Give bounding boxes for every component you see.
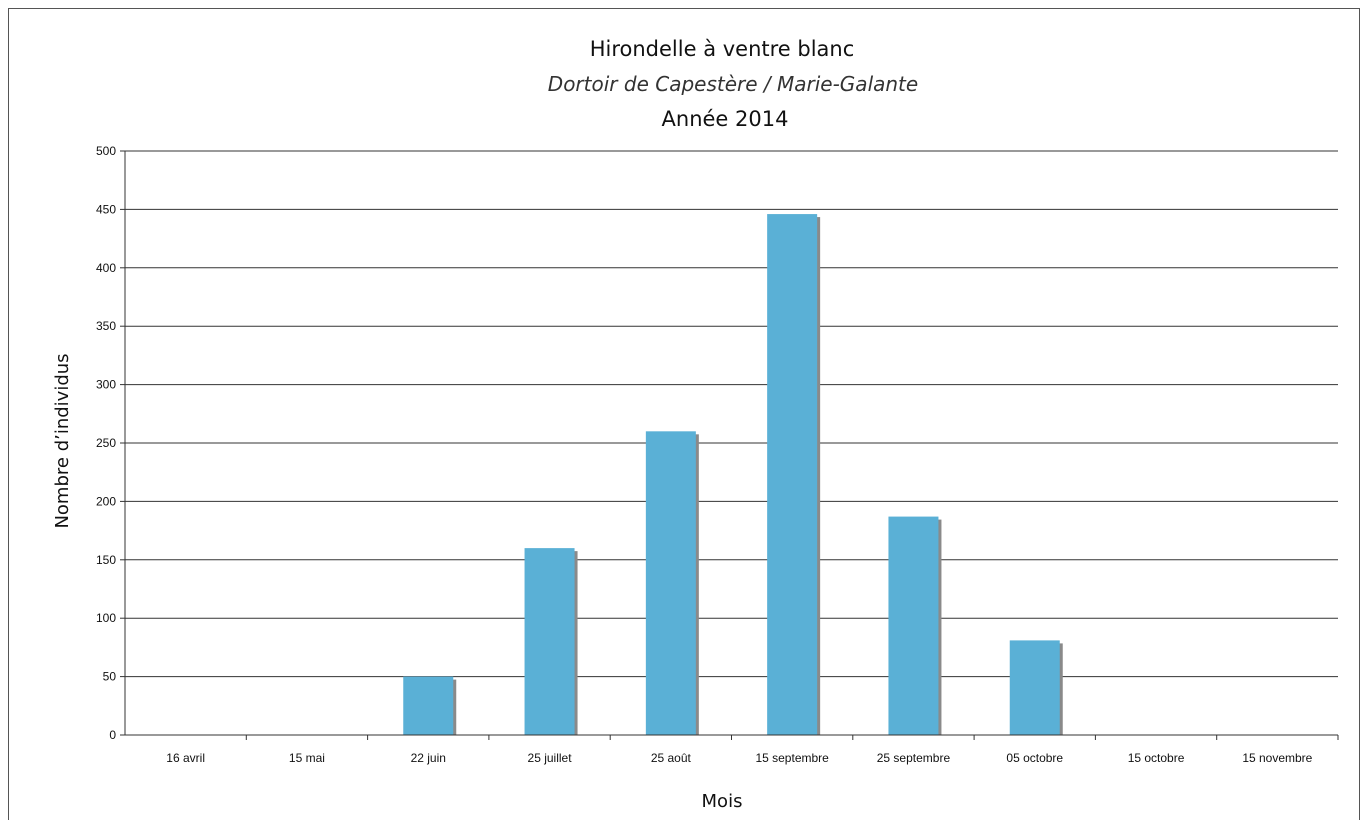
y-tick-label: 200: [96, 494, 116, 508]
x-tick-label: 15 mai: [289, 751, 325, 765]
gridlines: [125, 150, 1338, 736]
x-tick-label: 16 avril: [166, 751, 205, 765]
y-tick-label: 100: [96, 611, 116, 625]
x-tick-label: 15 octobre: [1128, 751, 1185, 765]
y-tick-label: 300: [96, 378, 116, 392]
y-tick-label: 350: [96, 319, 116, 333]
x-tick-label: 25 septembre: [877, 751, 951, 765]
bar: [1009, 640, 1060, 735]
y-axis-ticks: 0 50 100 150 200 250 300 350 400 450 500: [96, 144, 125, 742]
bars: [403, 214, 1063, 735]
y-axis-label: Nombre d’individus: [52, 353, 73, 528]
y-tick-label: 150: [96, 553, 116, 567]
y-tick-label: 50: [103, 670, 117, 684]
x-axis-label: Mois: [702, 791, 743, 812]
chart-subtitle: Dortoir de Capestère / Marie-Galante: [548, 72, 918, 96]
x-tick-label: 15 septembre: [755, 751, 829, 765]
x-tick-label: 25 juillet: [528, 751, 573, 765]
y-tick-label: 450: [96, 202, 116, 216]
bar: [888, 516, 939, 735]
x-tick-label: 22 juin: [411, 751, 446, 765]
bar: [645, 431, 696, 735]
y-tick-label: 250: [96, 436, 116, 450]
chart-frame: [8, 8, 1360, 820]
x-tick-label: 05 octobre: [1006, 751, 1063, 765]
x-tick-label: 15 novembre: [1242, 751, 1312, 765]
x-axis-ticks: 16 avril 15 mai 22 juin 25 juillet 25 août 15…: [166, 735, 1339, 765]
bar: [767, 214, 818, 735]
x-tick-label: 25 août: [651, 751, 692, 765]
bar: [524, 548, 575, 735]
y-tick-label: 0: [109, 728, 116, 742]
y-tick-label: 400: [96, 261, 116, 275]
y-tick-label: 500: [96, 144, 116, 158]
chart-subtitle-year: Année 2014: [662, 107, 789, 131]
bar: [403, 676, 454, 735]
chart-title: Hirondelle à ventre blanc: [590, 37, 855, 61]
